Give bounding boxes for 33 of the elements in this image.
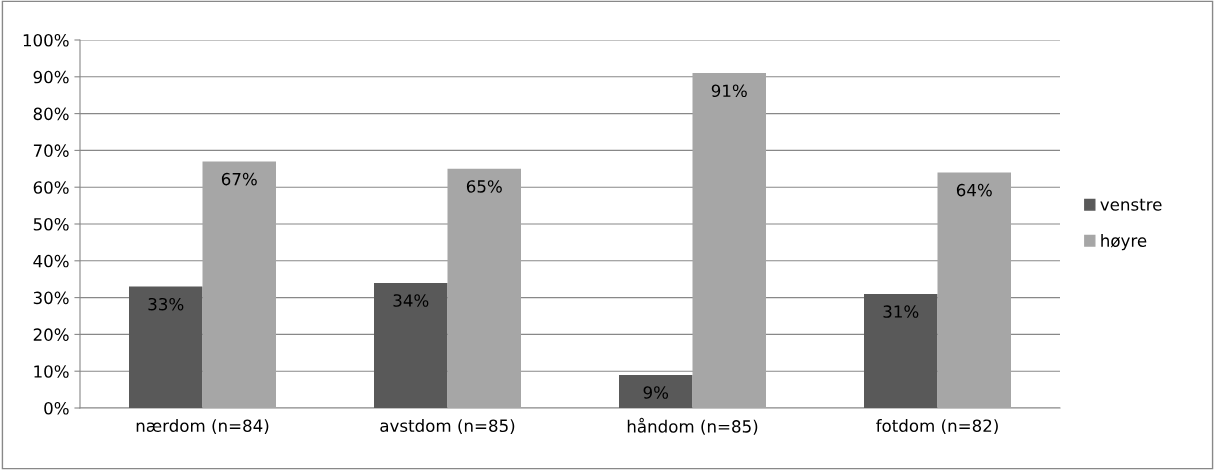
x-tick-label: nærdom (n=84)	[136, 419, 269, 434]
bar	[692, 73, 766, 408]
data-label: 64%	[956, 183, 992, 197]
x-tick-label: fotdom (n=82)	[876, 419, 998, 434]
bar	[129, 286, 203, 408]
legend-label: høyre	[1101, 234, 1147, 251]
y-tick-label: 0%	[44, 401, 69, 415]
y-tick-label: 70%	[33, 144, 69, 157]
y-tick-label: 30%	[33, 291, 69, 305]
x-tick-label: avstdom (n=85)	[380, 419, 515, 434]
x-tick-label: håndom (n=85)	[627, 417, 758, 435]
y-tick-label: 100%	[23, 33, 69, 47]
data-label: 33%	[148, 297, 184, 311]
bar	[864, 293, 938, 408]
data-label: 67%	[221, 172, 257, 186]
bar	[937, 172, 1011, 408]
bar	[374, 282, 448, 408]
data-label: 31%	[883, 305, 919, 318]
bar	[202, 161, 276, 408]
data-label: 34%	[393, 294, 429, 307]
y-tick-label: 60%	[33, 181, 69, 194]
legend-label: venstre	[1100, 198, 1162, 211]
data-label: 9%	[643, 386, 669, 399]
y-tick-label: 40%	[33, 254, 69, 268]
y-tick-label: 50%	[33, 217, 69, 231]
y-tick-label: 80%	[33, 107, 69, 121]
y-tick-label: 20%	[33, 328, 69, 341]
data-label: 65%	[466, 180, 502, 193]
y-tick-label: 10%	[34, 365, 69, 378]
y-tick-label: 90%	[33, 70, 69, 84]
bar	[447, 168, 521, 408]
data-label: 91%	[711, 84, 747, 98]
bar	[619, 374, 693, 408]
